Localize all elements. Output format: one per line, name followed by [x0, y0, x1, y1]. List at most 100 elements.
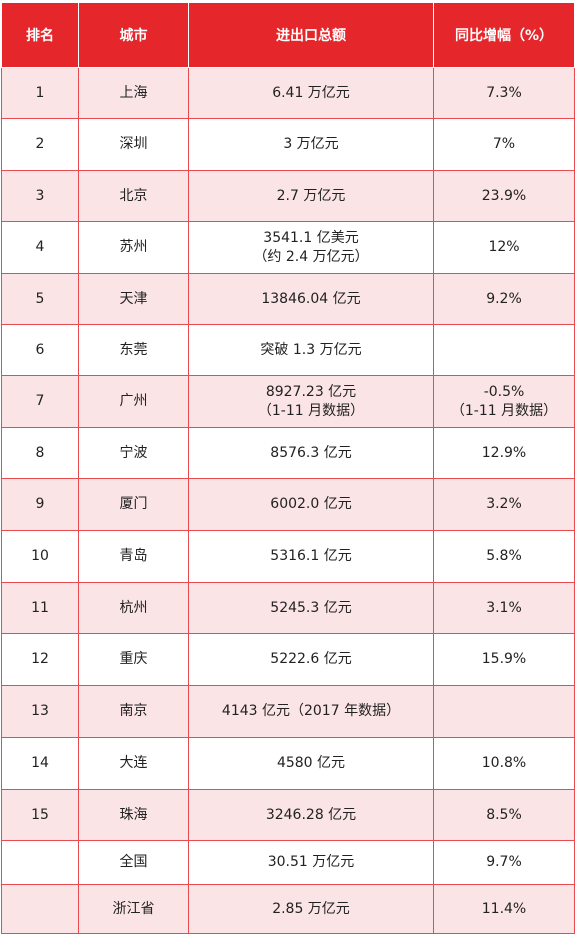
cell-total-line: （1-11 月数据）: [257, 402, 365, 419]
cell-total-line: 4580 亿元: [276, 755, 346, 771]
table-row: 11 杭州 5245.3 亿元 3.1%: [1, 582, 575, 634]
table-row: 1 上海 6.41 万亿元 7.3%: [1, 67, 575, 119]
table-row: 13 南京 4143 亿元（2017 年数据）: [1, 685, 575, 738]
cell-total-line: 3246.28 亿元: [265, 806, 357, 823]
cell-total-line: 3541.1 亿美元: [263, 229, 359, 246]
table-body: 1 上海 6.41 万亿元 7.3% 2 深圳 3 万亿元 7% 3 北京 2.7 万亿元 23.9%…: [1, 67, 575, 934]
cell-total-line: 30.51 万亿元: [267, 854, 355, 870]
cell-total: 4580 亿元: [188, 737, 434, 790]
cell-growth: 10.8%: [433, 737, 575, 790]
cell-rank: 9: [1, 478, 79, 531]
cell-rank: 5: [1, 273, 79, 325]
header-rank: 排名: [1, 2, 79, 68]
cell-total-line: 2.7 万亿元: [276, 187, 346, 204]
cell-growth-line: 5.8%: [486, 548, 522, 564]
cell-total-line: 5222.6 亿元: [270, 651, 352, 667]
cell-total: 5245.3 亿元: [188, 582, 434, 634]
cell-rank: 2: [1, 118, 79, 171]
cell-city: 浙江省: [78, 884, 189, 934]
table-row: 14 大连 4580 亿元 10.8%: [1, 737, 575, 790]
cell-total: 突破 1.3 万亿元: [188, 324, 434, 376]
cell-growth-line: 10.8%: [481, 755, 527, 771]
cell-growth-line: （1-11 月数据）: [450, 402, 558, 419]
cell-growth-line: 12%: [488, 239, 520, 255]
header-city: 城市: [78, 2, 189, 68]
cell-city: 杭州: [78, 582, 189, 634]
cell-growth-line: 7.3%: [486, 84, 522, 101]
cell-growth: 12.9%: [433, 427, 575, 479]
cell-total-line: 8927.23 亿元: [265, 383, 357, 400]
cell-total: 3 万亿元: [188, 118, 434, 171]
cell-growth: 3.1%: [433, 582, 575, 634]
cell-growth-line: 15.9%: [481, 651, 527, 667]
table-row: 15 珠海 3246.28 亿元 8.5%: [1, 789, 575, 841]
cell-growth-line: 8.5%: [486, 806, 522, 823]
table-row: 9 厦门 6002.0 亿元 3.2%: [1, 478, 575, 531]
cell-total-line: （约 2.4 万亿元）: [253, 248, 369, 265]
cell-city: 大连: [78, 737, 189, 790]
cell-city: 北京: [78, 170, 189, 222]
cell-rank: 3: [1, 170, 79, 222]
cell-city: 苏州: [78, 221, 189, 274]
cell-rank: 12: [1, 633, 79, 686]
table-row: 3 北京 2.7 万亿元 23.9%: [1, 170, 575, 222]
cell-total: 5316.1 亿元: [188, 530, 434, 583]
cell-rank: [1, 884, 79, 934]
cell-total-line: 突破 1.3 万亿元: [260, 341, 362, 358]
cell-total-line: 5245.3 亿元: [270, 599, 352, 616]
cell-total-line: 3 万亿元: [283, 136, 339, 152]
cell-total: 5222.6 亿元: [188, 633, 434, 686]
cell-total: 8576.3 亿元: [188, 427, 434, 479]
cell-total: 2.85 万亿元: [188, 884, 434, 934]
cell-rank: 1: [1, 67, 79, 119]
table-row: 7 广州 8927.23 亿元 （1-11 月数据） -0.5% （1-11 月数据）: [1, 375, 575, 428]
table-row: 2 深圳 3 万亿元 7%: [1, 118, 575, 171]
cell-growth: 3.2%: [433, 478, 575, 531]
cell-total-line: 2.85 万亿元: [272, 900, 350, 917]
table-row: 全国 30.51 万亿元 9.7%: [1, 840, 575, 885]
cell-city: 深圳: [78, 118, 189, 171]
cell-growth: 11.4%: [433, 884, 575, 934]
cell-city: 上海: [78, 67, 189, 119]
table-row: 6 东莞 突破 1.3 万亿元: [1, 324, 575, 376]
cell-rank: 13: [1, 685, 79, 738]
cell-growth-line: 23.9%: [481, 187, 527, 204]
cell-rank: 4: [1, 221, 79, 274]
cell-growth-line: -0.5%: [483, 383, 525, 400]
cell-growth-line: 7%: [492, 136, 516, 152]
cell-city: 珠海: [78, 789, 189, 841]
cell-rank: 6: [1, 324, 79, 376]
cell-city: 南京: [78, 685, 189, 738]
cell-growth: 8.5%: [433, 789, 575, 841]
cell-growth-line: 12.9%: [481, 444, 527, 461]
cell-growth: 7.3%: [433, 67, 575, 119]
cell-growth: [433, 324, 575, 376]
table-row: 5 天津 13846.04 亿元 9.2%: [1, 273, 575, 325]
cell-rank: 14: [1, 737, 79, 790]
cell-growth-line: 11.4%: [481, 900, 527, 917]
cell-total: 8927.23 亿元 （1-11 月数据）: [188, 375, 434, 428]
cell-city: 宁波: [78, 427, 189, 479]
cell-growth: 23.9%: [433, 170, 575, 222]
cell-growth: 15.9%: [433, 633, 575, 686]
cell-rank: 10: [1, 530, 79, 583]
cell-growth: 5.8%: [433, 530, 575, 583]
cell-rank: 15: [1, 789, 79, 841]
table-row: 4 苏州 3541.1 亿美元 （约 2.4 万亿元） 12%: [1, 221, 575, 274]
cell-city: 天津: [78, 273, 189, 325]
cell-total: 3541.1 亿美元 （约 2.4 万亿元）: [188, 221, 434, 274]
cell-growth: 12%: [433, 221, 575, 274]
table-row: 10 青岛 5316.1 亿元 5.8%: [1, 530, 575, 583]
cell-growth-line: 9.2%: [486, 290, 522, 307]
cell-city: 东莞: [78, 324, 189, 376]
cell-growth-line: 9.7%: [486, 854, 522, 870]
cell-total: 6002.0 亿元: [188, 478, 434, 531]
cell-rank: 11: [1, 582, 79, 634]
cell-total-line: 6002.0 亿元: [270, 496, 352, 512]
cell-total-line: 5316.1 亿元: [270, 548, 352, 564]
table-row: 8 宁波 8576.3 亿元 12.9%: [1, 427, 575, 479]
cell-growth: 9.2%: [433, 273, 575, 325]
cell-total: 2.7 万亿元: [188, 170, 434, 222]
header-growth: 同比增幅（%）: [433, 2, 575, 68]
